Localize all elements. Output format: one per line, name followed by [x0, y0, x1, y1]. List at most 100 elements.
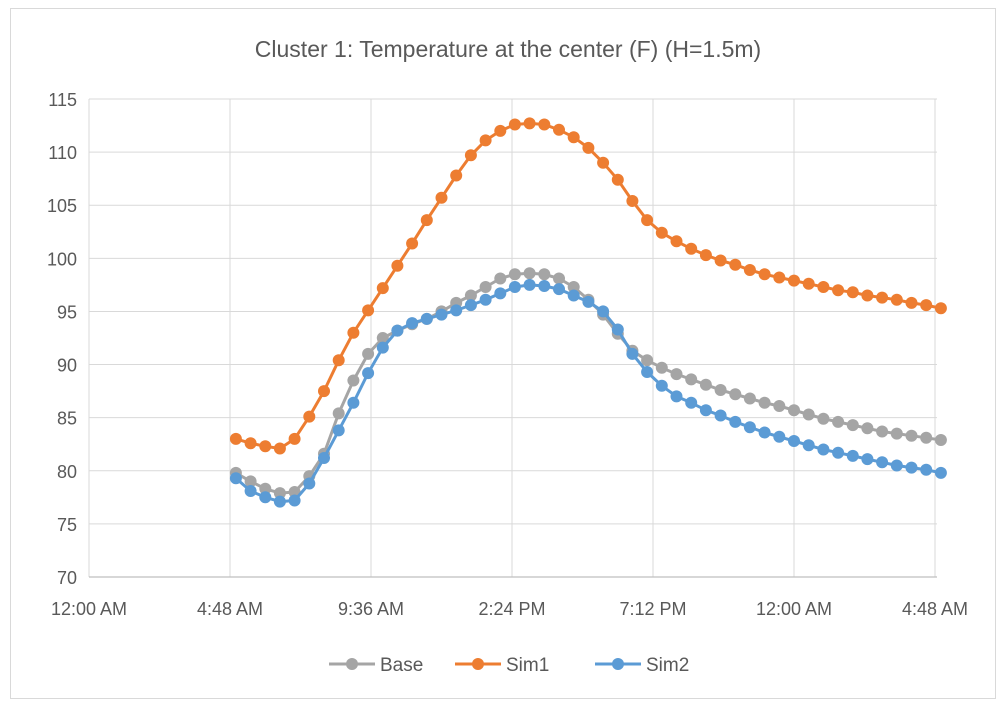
data-point [920, 431, 933, 444]
x-tick-label: 4:48 AM [197, 599, 263, 619]
series-sim2 [229, 278, 947, 508]
data-point [494, 124, 507, 137]
legend-label: Sim1 [506, 655, 549, 676]
data-point [362, 304, 375, 317]
data-point [303, 410, 316, 423]
data-point [861, 422, 874, 435]
y-tick-label: 95 [57, 302, 77, 322]
x-tick-label: 4:48 AM [902, 599, 968, 619]
data-point [905, 296, 918, 309]
data-point [420, 312, 433, 325]
data-point [494, 272, 507, 285]
chart-area: Cluster 1: Temperature at the center (F)… [10, 8, 996, 699]
data-point [655, 226, 668, 239]
data-point [758, 396, 771, 409]
data-point [905, 429, 918, 442]
data-point [508, 281, 521, 293]
data-point [729, 258, 742, 271]
data-point [259, 482, 272, 495]
data-point [802, 408, 815, 421]
data-point [832, 415, 845, 428]
data-point [464, 299, 477, 312]
data-point [435, 308, 448, 321]
data-point [788, 435, 800, 447]
legend-label: Sim2 [646, 655, 689, 676]
data-point [567, 281, 580, 293]
data-point [406, 237, 419, 250]
data-point [347, 396, 360, 409]
data-point [244, 485, 257, 497]
data-point [685, 396, 698, 409]
data-point [464, 149, 477, 162]
data-point [464, 289, 477, 302]
data-point [553, 283, 565, 296]
data-point [376, 282, 389, 295]
data-point [538, 118, 551, 131]
data-point [861, 289, 874, 302]
series-layer [229, 117, 947, 508]
data-point [743, 392, 756, 405]
data-point [523, 117, 536, 130]
data-point [450, 169, 463, 182]
data-point [714, 254, 727, 267]
data-point [758, 268, 771, 281]
data-point [597, 156, 610, 169]
data-point [288, 432, 301, 445]
series-sim1 [229, 117, 947, 455]
data-point [347, 374, 360, 387]
data-point [391, 259, 404, 272]
data-point [391, 324, 404, 337]
data-point [641, 366, 654, 378]
x-tick-label: 12:00 AM [756, 599, 832, 619]
data-point [508, 118, 521, 131]
data-point [788, 274, 800, 287]
data-point [729, 415, 742, 428]
legend-item-base: Base [329, 655, 423, 676]
data-point [670, 235, 683, 248]
data-point [817, 281, 830, 293]
data-point [406, 317, 419, 330]
data-point [611, 173, 624, 186]
data-point [773, 400, 786, 412]
gridlines [88, 98, 937, 578]
data-point [832, 284, 845, 297]
data-point [273, 495, 286, 508]
data-point [229, 472, 242, 485]
data-point [743, 421, 756, 434]
data-point [685, 242, 698, 255]
data-point [934, 302, 947, 315]
data-point [685, 373, 698, 386]
data-point [611, 323, 624, 336]
x-tick-label: 12:00 AM [51, 599, 127, 619]
data-point [494, 287, 507, 300]
data-point [347, 326, 360, 339]
data-point [626, 195, 639, 207]
data-point [479, 134, 492, 147]
data-point [318, 452, 330, 464]
x-tick-label: 9:36 AM [338, 599, 404, 619]
data-point [582, 295, 595, 308]
data-point [303, 477, 316, 490]
data-point [376, 332, 389, 344]
y-tick-label: 105 [47, 196, 77, 216]
data-point [670, 368, 683, 381]
data-point [332, 354, 345, 367]
data-point [890, 459, 903, 472]
data-point [920, 463, 933, 476]
legend-item-sim2: Sim2 [595, 655, 689, 676]
data-point [450, 304, 463, 317]
y-tick-label: 80 [57, 462, 77, 482]
line-chart: Cluster 1: Temperature at the center (F)… [47, 36, 968, 676]
data-point [318, 385, 330, 398]
data-point [890, 293, 903, 306]
data-point [376, 341, 389, 354]
data-point [259, 491, 272, 504]
x-tick-label: 7:12 PM [619, 599, 686, 619]
data-point [259, 440, 272, 453]
data-point [244, 437, 257, 450]
data-point [758, 426, 771, 439]
data-point [288, 494, 301, 507]
data-point [905, 461, 918, 474]
data-point [582, 141, 595, 154]
data-point [773, 430, 786, 443]
